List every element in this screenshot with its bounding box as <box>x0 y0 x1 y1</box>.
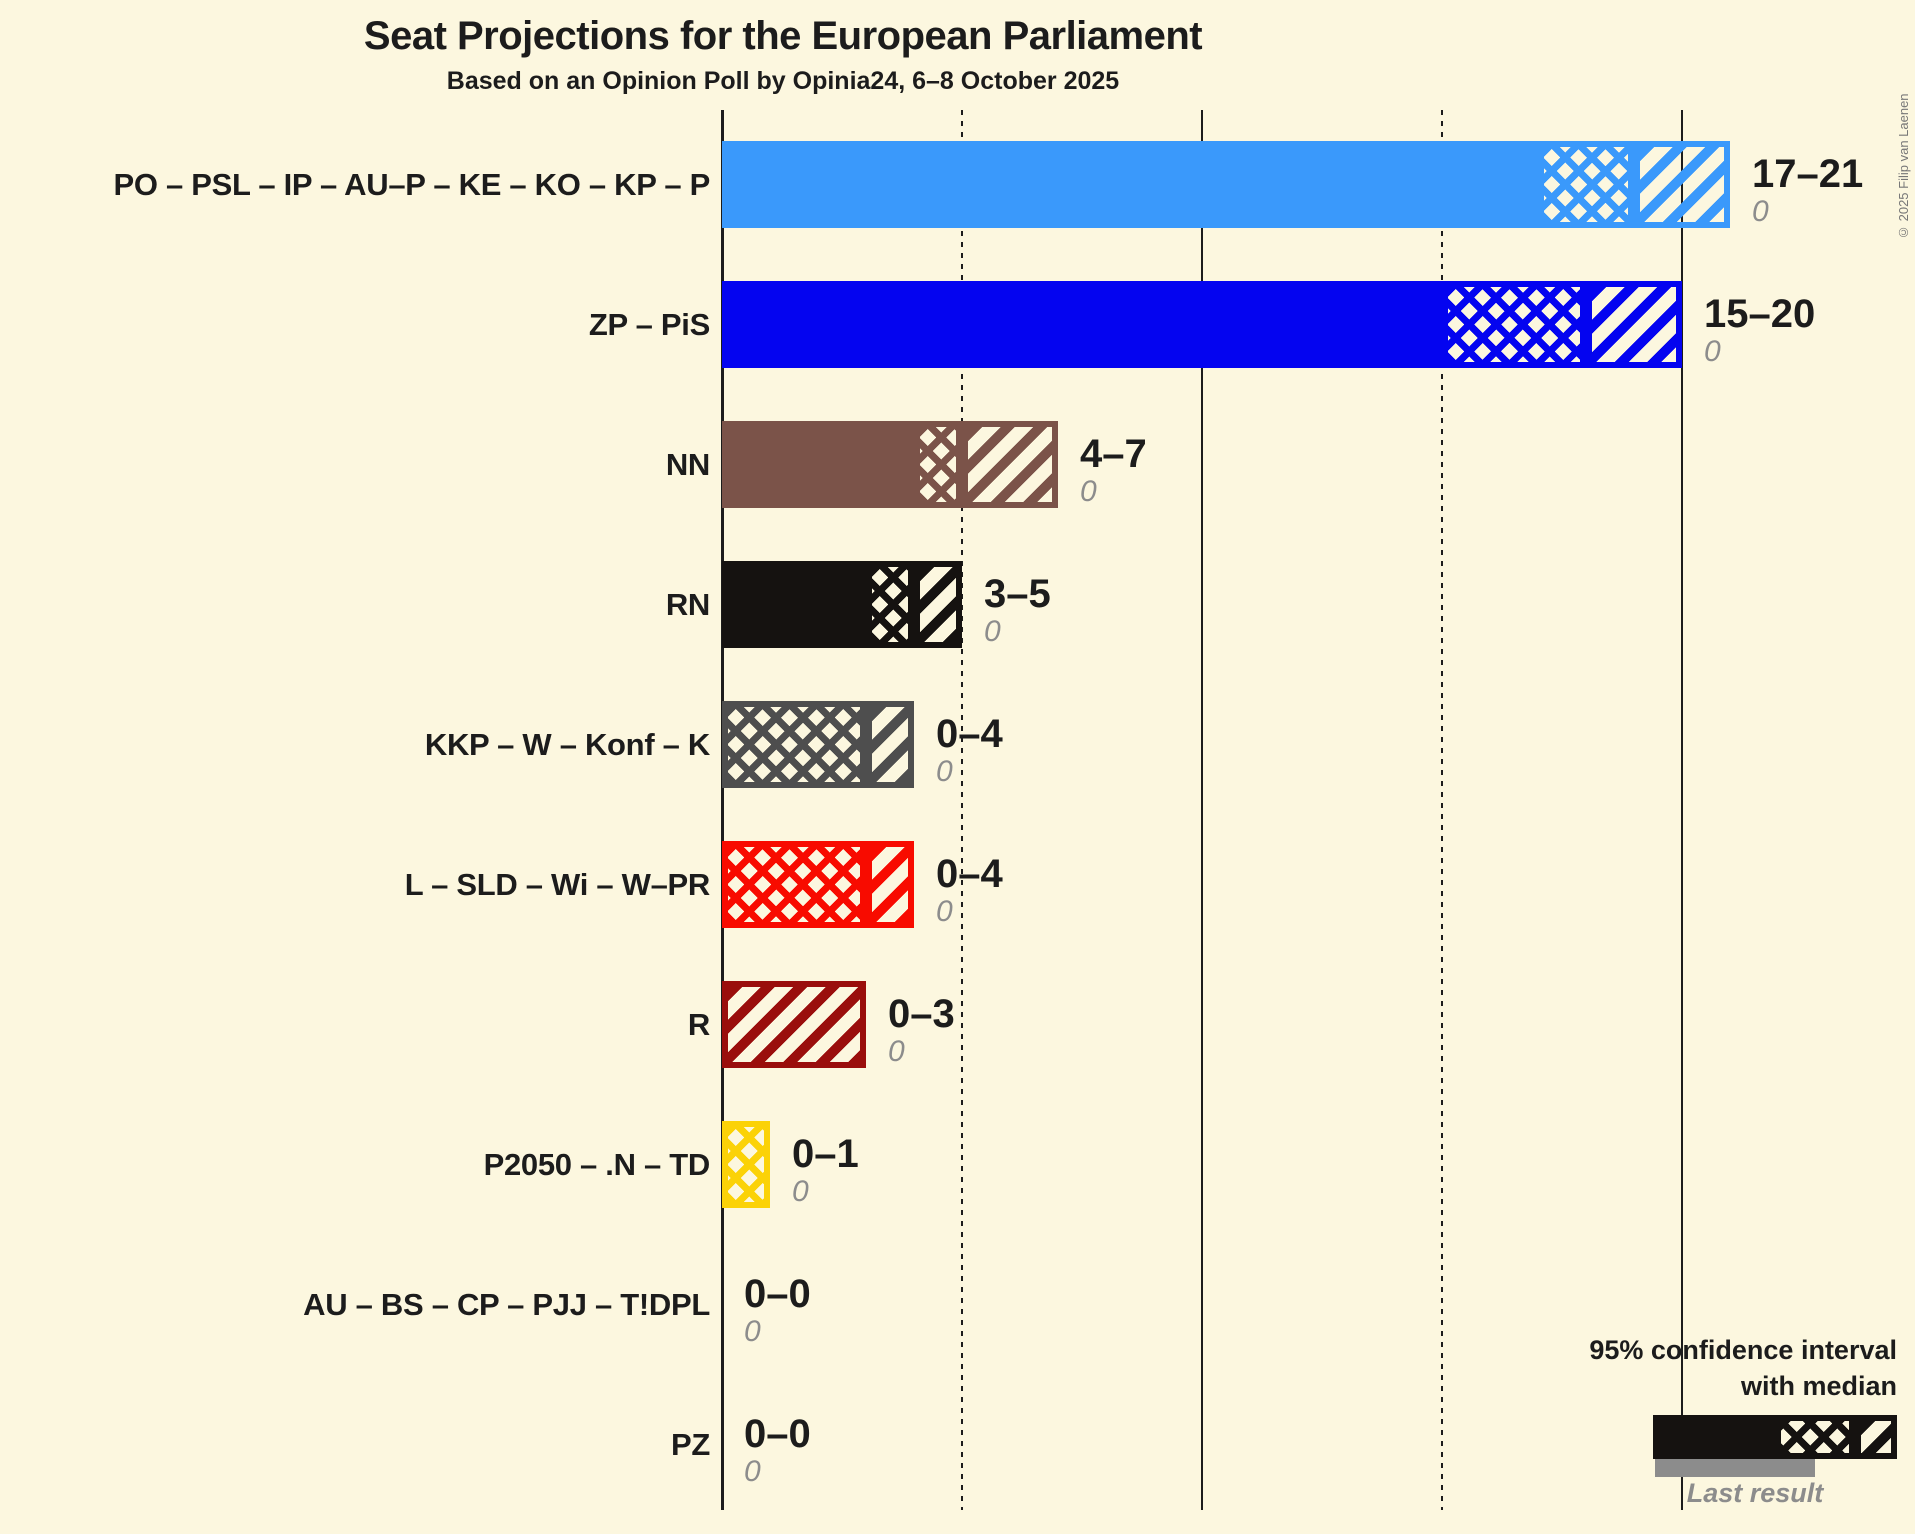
legend-ci-text-line2: with median <box>1740 1371 1897 1401</box>
legend-crosshatch-segment <box>1775 1415 1855 1459</box>
bar-solid-segment <box>722 281 1442 368</box>
range-label: 17–21 <box>1752 151 1864 196</box>
bar-diagonal-segment <box>914 561 962 648</box>
party-label: NN <box>665 446 710 482</box>
bar-crosshatch-segment <box>722 841 866 928</box>
bar-diagonal-segment <box>722 981 866 1068</box>
chart-header: Seat Projections for the European Parlia… <box>0 14 1566 96</box>
value-label-group: 17–21 0 <box>1752 153 1863 229</box>
bar-crosshatch-segment <box>1538 141 1634 228</box>
value-label-group: 4–7 0 <box>1080 433 1147 509</box>
party-label: RN <box>665 586 710 622</box>
range-label: 0–3 <box>888 991 955 1036</box>
legend-diagonal-segment <box>1855 1415 1897 1459</box>
last-result-value: 0 <box>888 1034 905 1068</box>
last-result-value: 0 <box>936 754 953 788</box>
range-label: 3–5 <box>984 571 1051 616</box>
bar-diagonal-segment <box>1634 141 1730 228</box>
party-label: R <box>687 1006 710 1042</box>
legend-ci-text-line1: 95% confidence interval <box>1589 1335 1897 1365</box>
last-result-value: 0 <box>1752 194 1769 228</box>
last-result-value: 0 <box>936 894 953 928</box>
last-result-value: 0 <box>1080 474 1097 508</box>
value-label-group: 0–3 0 <box>888 993 955 1069</box>
gridline-5-seats <box>960 110 964 1510</box>
range-label: 4–7 <box>1080 431 1147 476</box>
copyright-notice: © 2025 Filip van Laenen <box>1896 93 1911 240</box>
party-label: PO – PSL – IP – AU–P – KE – KO – KP – P <box>113 166 710 202</box>
value-label-group: 0–0 0 <box>744 1273 811 1349</box>
value-label-group: 0–4 0 <box>936 853 1003 929</box>
bar-crosshatch-segment <box>866 561 914 648</box>
legend-last-result-label: Last result <box>1686 1478 1824 1508</box>
bar-diagonal-segment <box>962 421 1058 508</box>
value-label-group: 3–5 0 <box>984 573 1051 649</box>
range-label: 0–0 <box>744 1271 811 1316</box>
last-result-value: 0 <box>744 1454 761 1488</box>
legend-last-result-bar <box>1655 1459 1815 1477</box>
party-label: KKP – W – Konf – K <box>424 726 710 762</box>
bar-solid-segment <box>722 561 866 648</box>
value-label-group: 0–0 0 <box>744 1413 811 1489</box>
bar-crosshatch-segment <box>914 421 962 508</box>
value-label-group: 0–4 0 <box>936 713 1003 789</box>
last-result-value: 0 <box>1704 334 1721 368</box>
value-label-group: 0–1 0 <box>792 1133 859 1209</box>
gridline-15-seats <box>1440 110 1444 1510</box>
range-label: 15–20 <box>1704 291 1816 336</box>
last-result-value: 0 <box>792 1174 809 1208</box>
gridline-10-seats <box>1200 110 1204 1510</box>
chart-title: Seat Projections for the European Parlia… <box>363 14 1203 58</box>
bar-solid-segment <box>722 421 914 508</box>
bar-diagonal-segment <box>1586 281 1682 368</box>
bar-diagonal-segment <box>866 701 914 788</box>
range-label: 0–4 <box>936 711 1003 756</box>
party-label: P2050 – .N – TD <box>483 1146 711 1182</box>
range-label: 0–4 <box>936 851 1003 896</box>
bar-crosshatch-segment <box>722 1121 770 1208</box>
range-label: 0–1 <box>792 1131 859 1176</box>
gridline-20-seats <box>1680 110 1684 1510</box>
value-label-group: 15–20 0 <box>1704 293 1815 369</box>
bar-crosshatch-segment <box>1442 281 1586 368</box>
bar-crosshatch-segment <box>722 701 866 788</box>
y-axis-baseline <box>720 110 724 1510</box>
legend: 95% confidence interval with median <box>1537 1332 1897 1404</box>
chart-subtitle: Based on an Opinion Poll by Opinia24, 6–… <box>446 67 1120 95</box>
party-label: PZ <box>670 1426 710 1462</box>
legend-solid-segment <box>1653 1415 1775 1459</box>
party-label: ZP – PiS <box>588 306 710 342</box>
last-result-value: 0 <box>984 614 1001 648</box>
bar-solid-segment <box>722 141 1538 228</box>
party-label: AU – BS – CP – PJJ – T!DPL <box>303 1286 710 1322</box>
legend-sample-bar <box>1653 1415 1897 1459</box>
bar-diagonal-segment <box>866 841 914 928</box>
last-result-value: 0 <box>744 1314 761 1348</box>
party-label: L – SLD – Wi – W–PR <box>404 866 711 902</box>
range-label: 0–0 <box>744 1411 811 1456</box>
